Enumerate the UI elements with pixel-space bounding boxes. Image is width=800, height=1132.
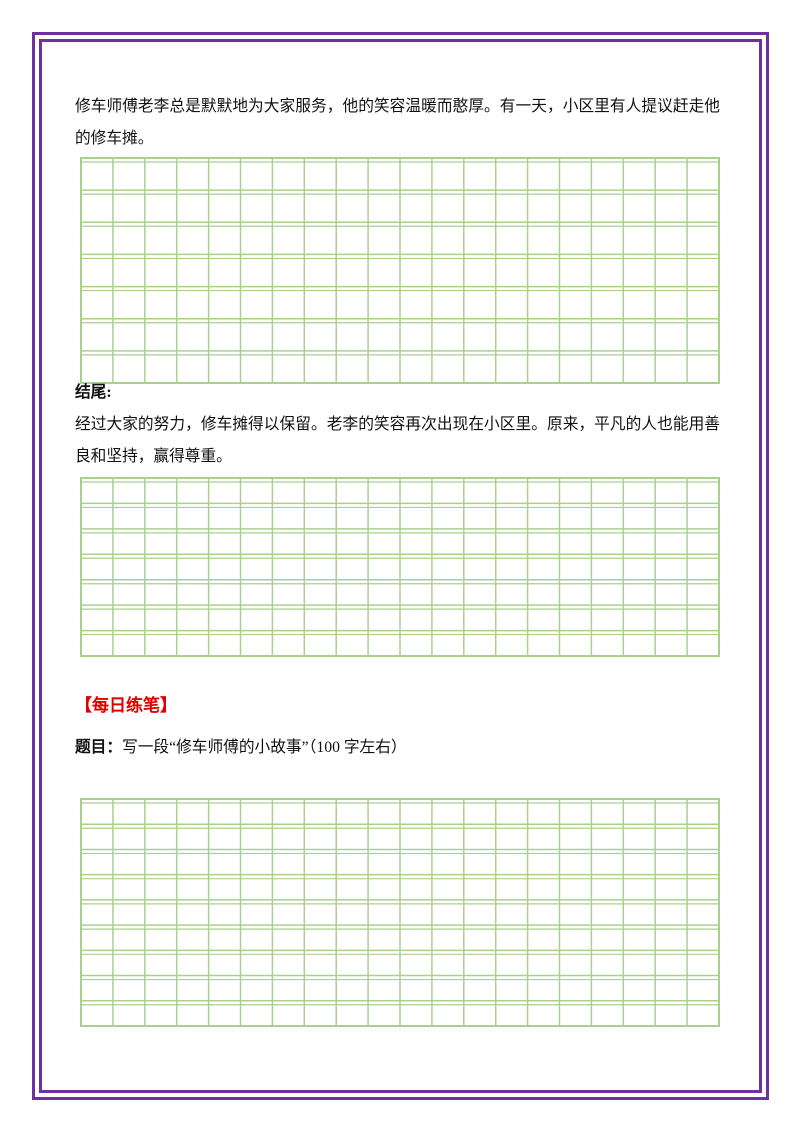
outer-border xyxy=(32,32,769,1100)
paragraph: 经过大家的努力，修车摊得以保留。老李的笑容再次出现在小区里。原来，平凡的人也能用… xyxy=(75,416,720,465)
label: 结尾: xyxy=(75,384,112,401)
prompt: 题目：写一段“修车师傅的小故事”（100 字左右） xyxy=(75,732,720,764)
inner-border xyxy=(39,39,762,1093)
prompt-text: 写一段“修车师傅的小故事”（100 字左右） xyxy=(122,739,407,756)
writing-grid xyxy=(80,477,720,657)
section-title: 【每日练笔】 xyxy=(75,696,177,715)
writing-grid xyxy=(80,798,720,1027)
writing-grid xyxy=(80,157,720,384)
paragraph: 修车师傅老李总是默默地为大家服务，他的笑容温暖而憨厚。有一天，小区里有人提议赶走… xyxy=(75,98,720,147)
prompt-label: 题目： xyxy=(75,739,123,756)
